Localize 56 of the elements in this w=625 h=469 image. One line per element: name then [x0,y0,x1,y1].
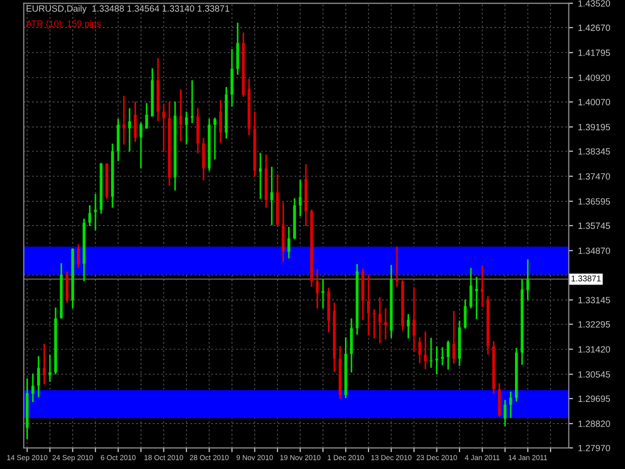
candlestick [128,107,131,152]
candlestick [76,244,80,269]
candlestick [287,226,290,260]
y-tick-label: 1.27970 [578,444,610,452]
y-tick-label: 1.31420 [578,346,610,353]
y-tick-label: 1.29695 [578,396,610,402]
candlestick [219,99,222,144]
candlestick [258,152,262,200]
candlestick [504,399,506,427]
candlestick [94,193,97,232]
candlestick [396,246,398,288]
candlestick [430,337,432,369]
candlestick [441,346,444,366]
candlestick [322,278,324,310]
candlestick [475,276,478,320]
candlestick [452,310,456,364]
y-tick-label: 1.38345 [578,148,610,155]
y-tick-label: 1.35745 [578,222,610,229]
candlestick [378,296,382,344]
candlestick [185,110,188,146]
y-tick-label: 1.41795 [578,50,610,56]
candlestick [446,340,450,370]
ref-line-label: 1.33871 [572,276,601,282]
y-tick-label: 1.42670 [578,24,610,31]
y-tick-label: 1.30545 [578,371,610,378]
y-tick-label: 1.33145 [578,296,610,304]
candlestick [435,346,438,375]
candlestick [213,116,216,160]
candlestick [298,178,302,218]
y-tick-label: 1.32295 [578,321,610,328]
candlestick [367,274,370,336]
y-tick-label: 1.40920 [578,74,610,81]
candlestick [37,355,40,398]
candlestick [480,264,484,308]
candlestick [372,308,376,340]
candlestick [48,354,52,383]
y-tick-label: 1.37470 [578,173,610,180]
candlestick [31,372,34,403]
y-tick-label: 1.39195 [578,124,610,130]
chart-title: EURUSD,Daily 1.33488 1.34564 1.33140 1.33871 [26,5,230,14]
candlestick [140,122,142,170]
y-tick-label: 1.43520 [578,0,610,7]
candlestick [424,330,427,370]
candlestick [469,267,472,310]
y-tick-label: 1.28820 [578,420,610,427]
y-tick-label: 1.34870 [578,248,610,254]
candlestick [316,268,319,310]
candlestick [412,286,416,353]
candlestick [179,88,182,142]
candlestick [122,95,126,146]
y-tick-label: 1.40070 [578,98,610,106]
candlestick [190,79,194,124]
annotation: ATR (10): 159 pips [26,20,101,29]
candlestick [145,102,148,130]
y-tick-label: 1.36595 [578,198,610,205]
candlestick [384,308,387,340]
